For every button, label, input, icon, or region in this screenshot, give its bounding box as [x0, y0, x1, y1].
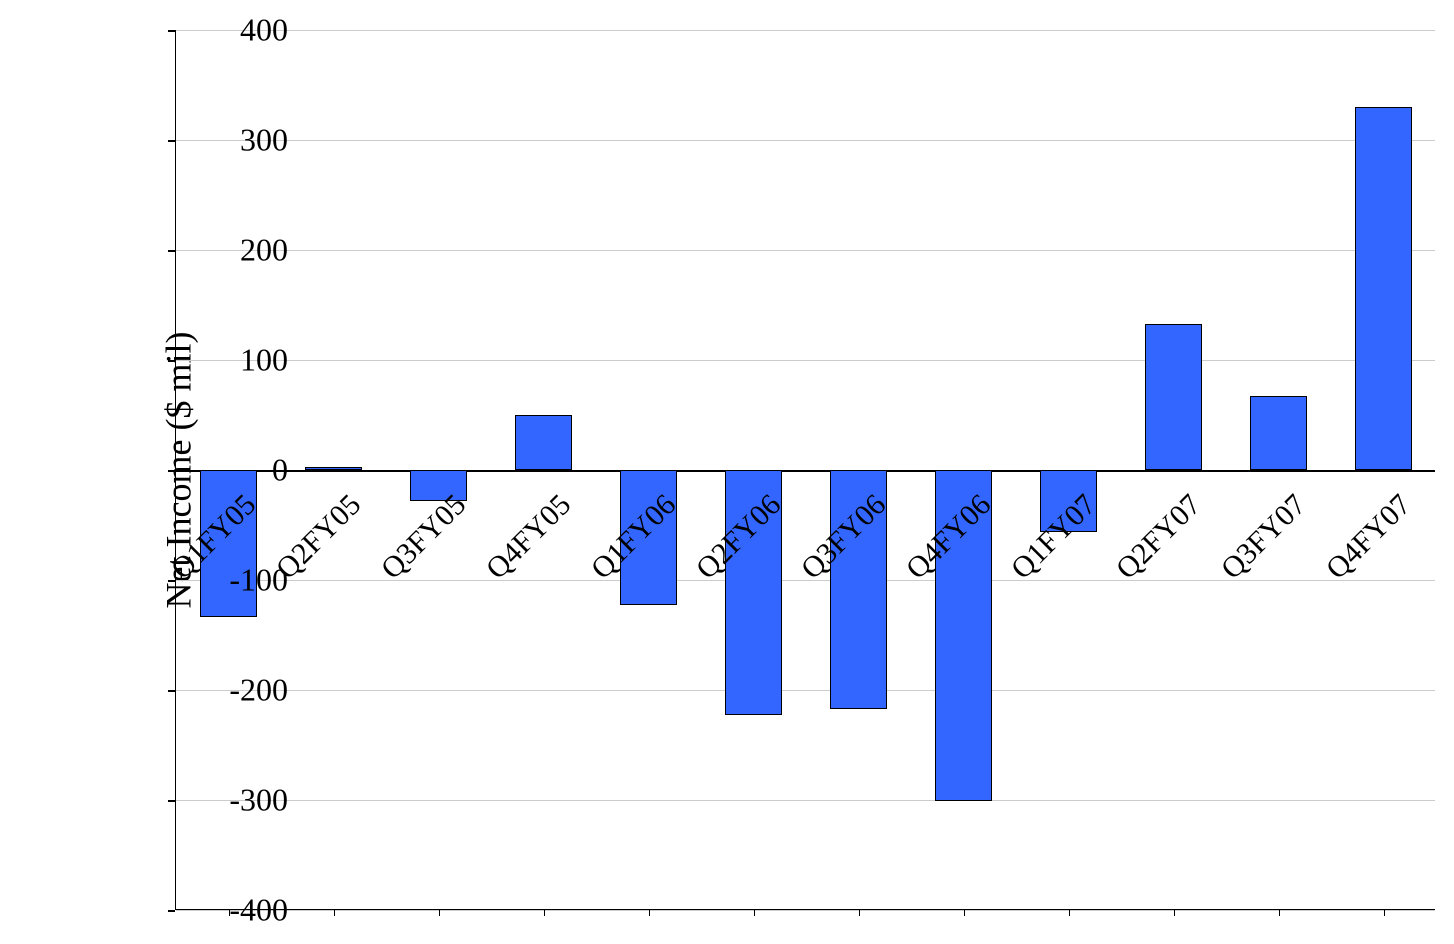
y-tick-label: 100	[198, 342, 288, 379]
y-tick-label: -200	[198, 672, 288, 709]
bar	[515, 415, 573, 470]
x-tick-mark	[754, 910, 756, 916]
x-tick-mark	[1069, 910, 1071, 916]
y-tick-label: -100	[198, 562, 288, 599]
y-tick-mark	[168, 580, 175, 582]
y-tick-mark	[168, 140, 175, 142]
x-tick-mark	[439, 910, 441, 916]
x-tick-mark	[649, 910, 651, 916]
y-tick-mark	[168, 250, 175, 252]
x-tick-mark	[1384, 910, 1386, 916]
bar	[305, 467, 363, 470]
bar	[1355, 107, 1413, 470]
y-tick-mark	[168, 360, 175, 362]
x-tick-mark	[544, 910, 546, 916]
y-tick-mark	[168, 690, 175, 692]
y-tick-label: 300	[198, 122, 288, 159]
bars-container	[176, 30, 1435, 909]
y-tick-mark	[168, 30, 175, 32]
y-tick-mark	[168, 470, 175, 472]
y-tick-mark	[168, 910, 175, 912]
gridline	[176, 910, 1435, 911]
bar	[1145, 324, 1203, 470]
y-tick-label: -300	[198, 782, 288, 819]
y-tick-mark	[168, 800, 175, 802]
bar	[1250, 396, 1308, 470]
net-income-chart: Net Income ($ mil) Q1FY05Q2FY05Q3FY05Q4F…	[60, 10, 1440, 930]
x-tick-mark	[859, 910, 861, 916]
y-tick-label: 200	[198, 232, 288, 269]
y-tick-label: 0	[198, 452, 288, 489]
x-tick-mark	[1279, 910, 1281, 916]
y-tick-label: 400	[198, 12, 288, 49]
bar	[410, 470, 468, 501]
x-tick-mark	[964, 910, 966, 916]
x-tick-mark	[334, 910, 336, 916]
y-tick-label: -400	[198, 892, 288, 929]
plot-area: Q1FY05Q2FY05Q3FY05Q4FY05Q1FY06Q2FY06Q3FY…	[175, 30, 1435, 910]
x-tick-mark	[1174, 910, 1176, 916]
